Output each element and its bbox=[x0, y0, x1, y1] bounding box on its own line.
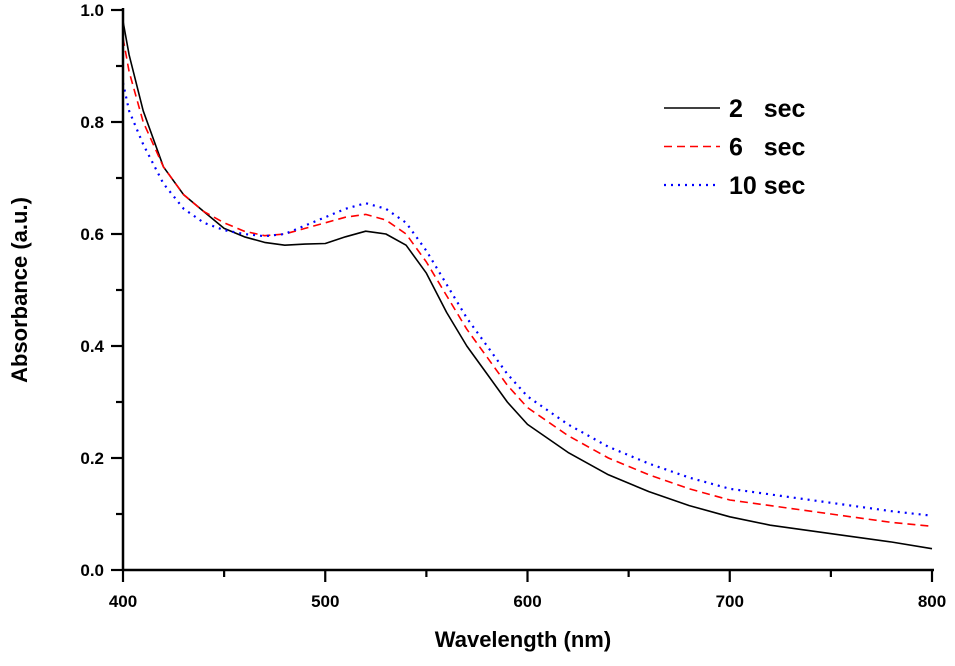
y-tick-label: 0.6 bbox=[80, 225, 104, 244]
legend-label: 10 sec bbox=[729, 172, 806, 200]
legend: 2 sec 6 sec 10 sec bbox=[664, 95, 806, 200]
x-tick-label: 500 bbox=[311, 592, 339, 611]
y-tick-label: 0.4 bbox=[80, 337, 104, 356]
legend-label: 2 sec bbox=[729, 95, 806, 123]
axis-ticks bbox=[111, 8, 934, 582]
y-tick-label: 1.0 bbox=[80, 1, 104, 20]
series-line-1 bbox=[122, 37, 933, 528]
x-tick-label: 700 bbox=[716, 592, 744, 611]
legend-label: 6 sec bbox=[729, 134, 806, 162]
y-tick-label: 0.8 bbox=[80, 113, 104, 132]
x-tick-label: 600 bbox=[513, 592, 541, 611]
x-axis-title: Wavelength (nm) bbox=[435, 627, 611, 652]
y-axis-title: Absorbance (a.u.) bbox=[7, 197, 32, 383]
x-tick-label: 400 bbox=[109, 592, 137, 611]
series-line-2 bbox=[121, 82, 933, 517]
y-tick-label: 0.0 bbox=[80, 561, 104, 580]
y-tick-label: 0.2 bbox=[80, 449, 104, 468]
x-tick-label: 800 bbox=[918, 592, 946, 611]
series-line-0 bbox=[122, 21, 933, 550]
series-lines bbox=[121, 21, 933, 550]
